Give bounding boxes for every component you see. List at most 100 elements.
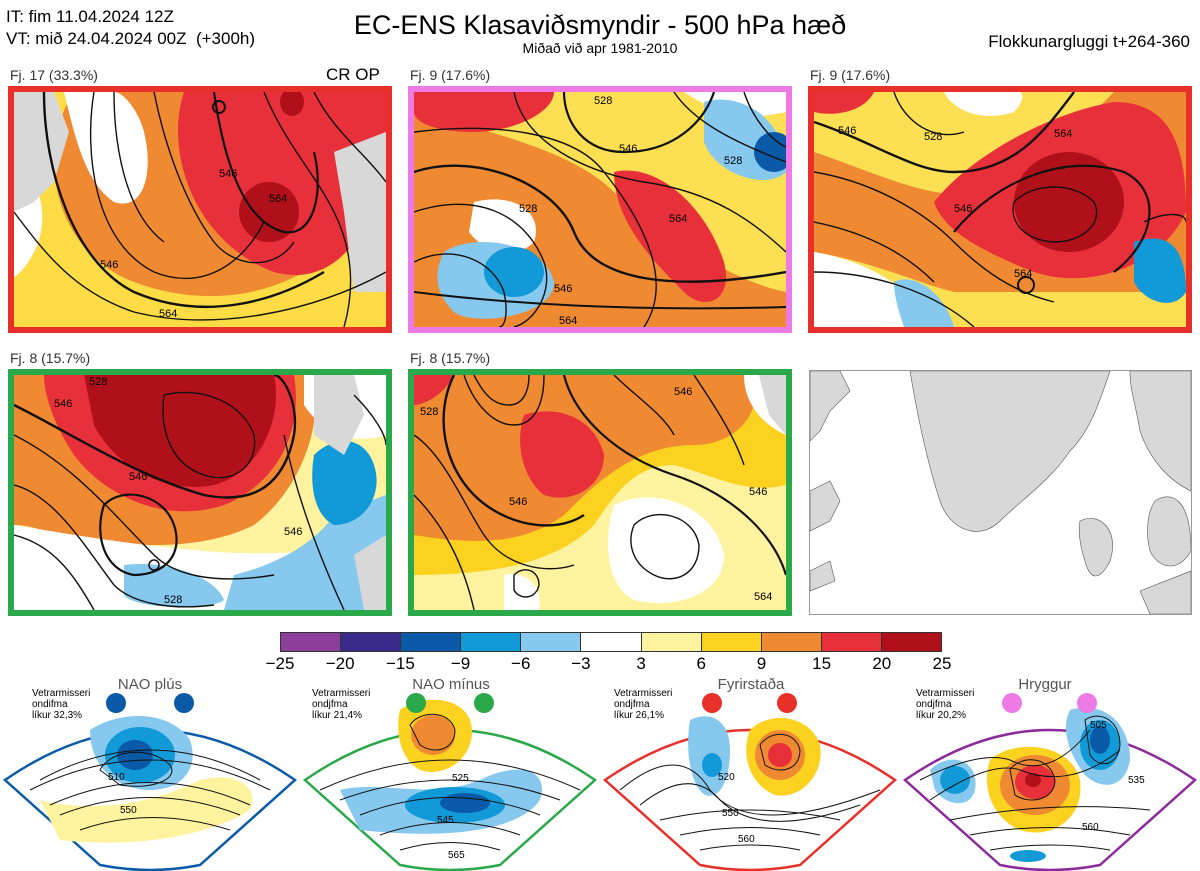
- valid-time: VT: mið 24.04.2024 00Z (+300h): [6, 29, 256, 48]
- colorbar-tick: −3: [571, 654, 591, 673]
- colorbar-swatch: [401, 633, 462, 651]
- contour-label: 528: [420, 406, 438, 418]
- regime-desc: ondjfma: [916, 699, 952, 710]
- colorbar-tick: −9: [450, 654, 471, 673]
- panel-3-label: Fj. 9 (17.6%): [810, 67, 891, 83]
- regime-contour: 505: [1090, 720, 1107, 731]
- colorbar-swatch: [461, 633, 522, 651]
- contour-label: 528: [89, 376, 107, 388]
- map-field-5: 528 546 546 546 564: [414, 375, 786, 610]
- contour-label: 546: [129, 471, 147, 483]
- init-time: IT: fim 11.04.2024 12Z: [6, 7, 174, 26]
- regime-contour: 560: [1082, 822, 1099, 833]
- contour-label: 546: [838, 125, 856, 137]
- panel-1-tag: CR OP: [326, 65, 380, 84]
- regime-season: Vetrarmisseri: [916, 688, 975, 699]
- regime-dot: [474, 693, 494, 713]
- colorbar: [280, 632, 942, 652]
- contour-label: 564: [269, 193, 287, 205]
- page-title: EC-ENS Klasaviðsmyndir - 500 hPa hæð: [353, 10, 847, 40]
- map-field-2: 528 546 528 564 528 546 564: [414, 92, 786, 327]
- regime-map-nao-plus: 510 550: [2, 693, 298, 871]
- cluster-map-4: 546 528 546 546 528: [8, 369, 392, 616]
- panel-4-label: Fj. 8 (15.7%): [10, 350, 91, 366]
- colorbar-swatch: [881, 633, 942, 651]
- regime-probability: líkur 26,1%: [614, 710, 665, 721]
- regime-contour: 545: [437, 815, 454, 826]
- colorbar-tick: 15: [812, 654, 832, 673]
- colorbar-tick: −25: [265, 654, 295, 673]
- cluster-map-3: 546 528 564 546 564: [808, 86, 1192, 333]
- contour-label: 546: [284, 526, 302, 538]
- regime-contour: 525: [452, 773, 469, 784]
- colorbar-tick: −15: [385, 654, 415, 673]
- regime-contour: 550: [722, 808, 739, 819]
- contour-label: 546: [509, 496, 527, 508]
- regime-map-nao-minus: 525 545 565: [302, 693, 598, 871]
- contour-label: 528: [724, 155, 742, 167]
- contour-label: 564: [159, 308, 177, 320]
- regime-info-ridge: Vetrarmisseri ondjfma líkur 20,2%: [916, 688, 974, 721]
- contour-label: 546: [674, 386, 692, 398]
- classification-window: Flokkunargluggi t+264-360: [988, 32, 1190, 51]
- contour-label: 528: [519, 203, 537, 215]
- map-field-1: 546 564 546 564: [14, 92, 386, 327]
- regime-season: Vetrarmisseri: [32, 688, 91, 699]
- contour-label: 546: [749, 486, 767, 498]
- regime-title-blocking: Fyrirstaða: [717, 676, 785, 693]
- colorbar-ticks: −25 −20 −15 −9 −6 −3 3 6 9 15 20 25: [240, 654, 982, 676]
- colorbar-tick: 3: [636, 654, 646, 673]
- regime-desc: ondjfma: [614, 699, 650, 710]
- regime-desc: ondifma: [32, 699, 68, 710]
- contour-label: 528: [924, 131, 942, 143]
- contour-label: 528: [164, 594, 182, 606]
- regime-contour: 520: [718, 772, 735, 783]
- contour-label: 546: [954, 203, 972, 215]
- regime-probability: líkur 20,2%: [916, 710, 967, 721]
- colorbar-swatch: [341, 633, 402, 651]
- regime-info-nao-plus: Vetrarmisseri ondifma líkur 32,3%: [32, 688, 90, 721]
- panel-1-label: Fj. 17 (33.3%): [10, 67, 98, 83]
- regime-title-nao-plus: NAO plús: [117, 676, 183, 693]
- page-subtitle: Miðað við apr 1981-2010: [522, 40, 678, 56]
- colorbar-swatch: [821, 633, 882, 651]
- contour-label: 546: [619, 143, 637, 155]
- cluster-map-2: 528 546 528 564 528 546 564: [408, 86, 792, 333]
- regime-desc: ondjfma: [312, 699, 348, 710]
- contour-label: 564: [1014, 268, 1032, 280]
- regime-contour: 510: [108, 772, 125, 783]
- regime-dot: [406, 693, 426, 713]
- regime-probability: líkur 32,3%: [32, 710, 83, 721]
- colorbar-tick: −20: [325, 654, 355, 673]
- colorbar-tick: −6: [511, 654, 531, 673]
- colorbar-swatch: [761, 633, 822, 651]
- colorbar-swatch: [521, 633, 582, 651]
- header-info: IT: fim 11.04.2024 12Z VT: mið 24.04.2024…: [6, 6, 255, 50]
- base-map: [809, 370, 1192, 615]
- regime-contour: 560: [738, 834, 755, 845]
- map-field-3: 546 528 564 546 564: [814, 92, 1186, 327]
- regime-contour: 550: [120, 805, 137, 816]
- colorbar-tick: 6: [696, 654, 706, 673]
- contour-label: 546: [554, 283, 572, 295]
- regime-season: Vetrarmisseri: [312, 688, 371, 699]
- map-field-4: 546 528 546 546 528: [14, 375, 386, 610]
- regime-contour: 535: [1128, 775, 1145, 786]
- panel-5-label: Fj. 8 (15.7%): [410, 350, 491, 366]
- cluster-map-5: 528 546 546 546 564: [408, 369, 792, 616]
- regime-dot: [1077, 693, 1097, 713]
- contour-label: 564: [1054, 128, 1072, 140]
- regime-probability: líkur 21,4%: [312, 710, 363, 721]
- colorbar-tick: 25: [932, 654, 952, 673]
- contour-label: 546: [219, 168, 237, 180]
- regime-dot: [1002, 693, 1022, 713]
- regime-title-ridge: Hryggur: [1018, 676, 1072, 693]
- regime-info-blocking: Vetrarmisseri ondjfma líkur 26,1%: [614, 688, 672, 721]
- regime-map-ridge: 505 535 560: [902, 693, 1198, 871]
- regime-dot: [702, 693, 722, 713]
- colorbar-tick: 9: [756, 654, 767, 673]
- regime-title-nao-minus: NAO mínus: [412, 676, 490, 693]
- colorbar-swatch: [281, 633, 342, 651]
- panel-2-label: Fj. 9 (17.6%): [410, 67, 491, 83]
- regime-dot: [174, 693, 194, 713]
